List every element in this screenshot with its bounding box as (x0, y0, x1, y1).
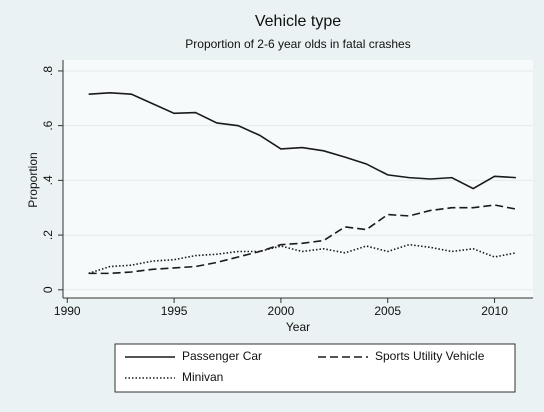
x-tick-label: 2010 (481, 304, 508, 318)
series-line (88, 243, 517, 275)
x-tick-label: 1990 (54, 304, 81, 318)
x-axis-label: Year (286, 320, 310, 334)
legend-label: Sports Utility Vehicle (375, 349, 485, 363)
chart-subtitle: Proportion of 2-6 year olds in fatal cra… (185, 37, 410, 51)
series-line (88, 204, 517, 275)
x-tick-label: 2000 (268, 304, 295, 318)
legend-box (114, 343, 516, 393)
x-tick-label: 2005 (374, 304, 401, 318)
y-tick-label: .4 (41, 175, 55, 185)
y-axis-label: Proportion (26, 152, 40, 207)
y-tick-label: .8 (41, 66, 55, 76)
y-tick-label: 0 (41, 286, 55, 293)
y-tick-label: .6 (41, 120, 55, 130)
y-tick-label: .2 (41, 230, 55, 240)
series-line (88, 92, 516, 190)
x-tick-label: 1995 (161, 304, 188, 318)
legend-label: Minivan (182, 370, 223, 384)
legend-label: Passenger Car (182, 349, 262, 363)
chart-title: Vehicle type (255, 13, 341, 30)
